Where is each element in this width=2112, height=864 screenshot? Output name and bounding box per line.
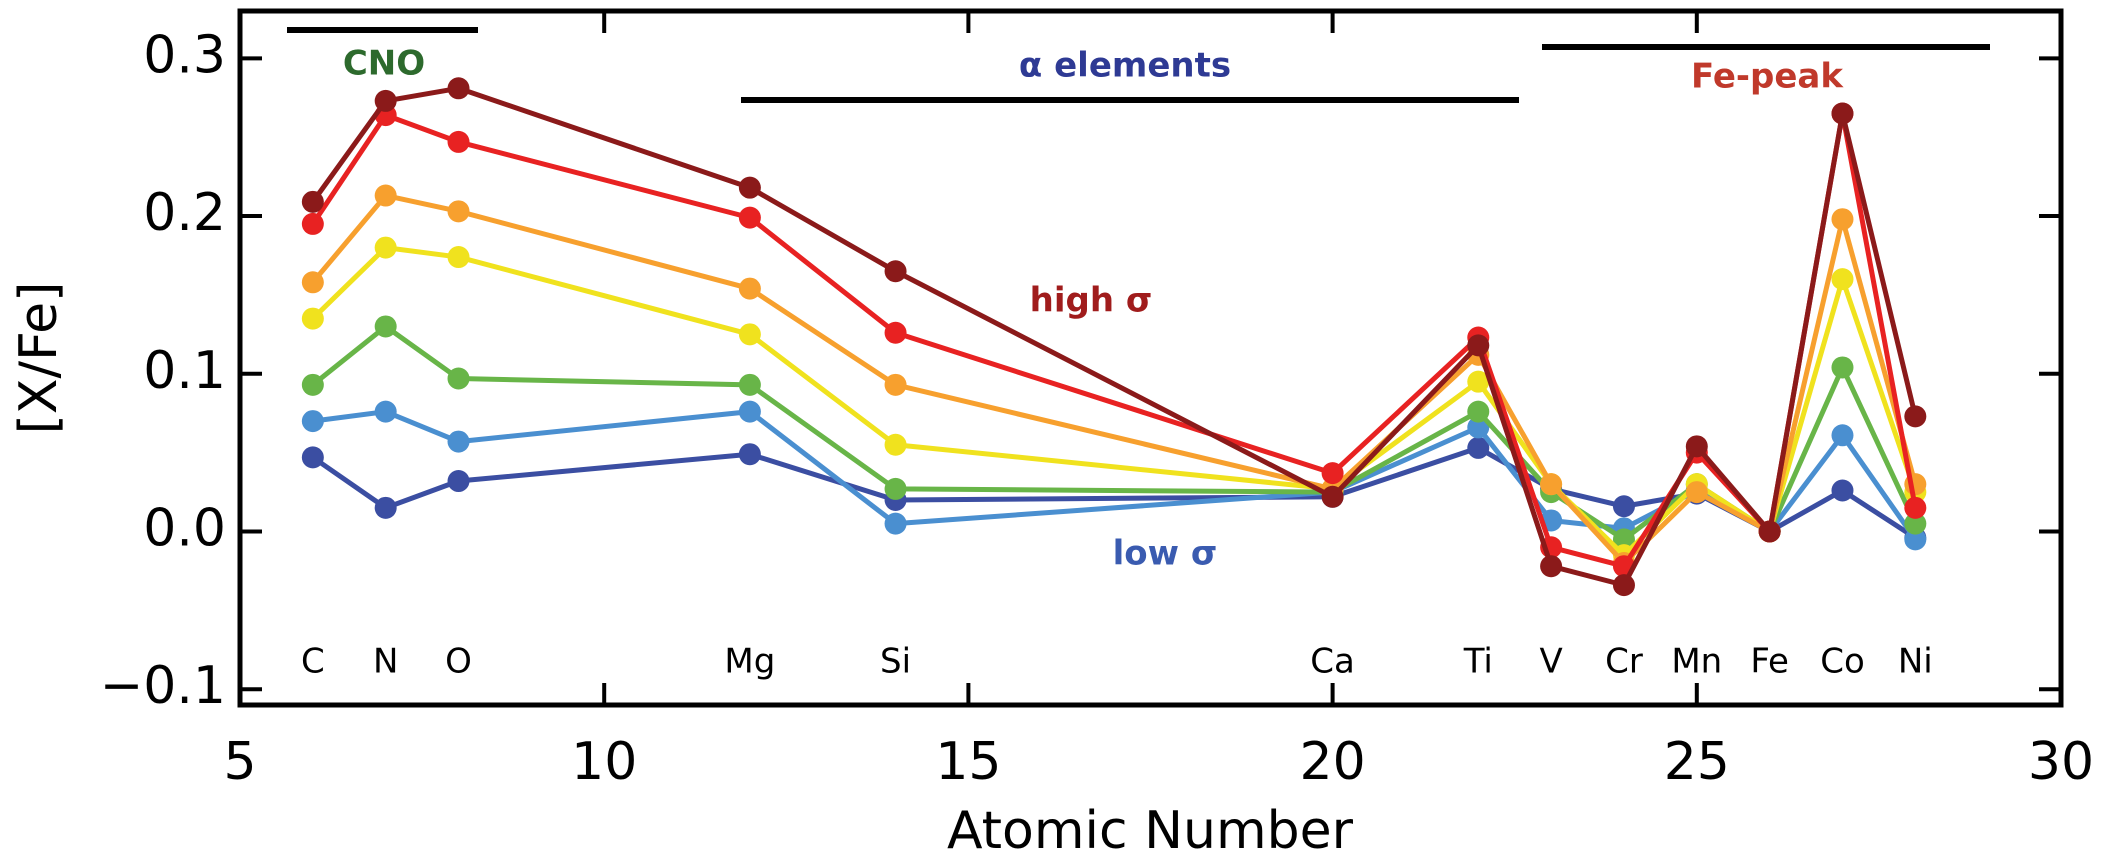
point xyxy=(884,512,907,535)
point xyxy=(1467,334,1490,357)
annotation: high σ xyxy=(1030,281,1153,321)
element-label: O xyxy=(445,642,472,682)
element-label: Ca xyxy=(1310,642,1355,682)
point xyxy=(374,236,397,259)
point xyxy=(301,410,324,433)
y-tick-label: 0.3 xyxy=(143,25,226,85)
point xyxy=(884,321,907,344)
element-label: Ni xyxy=(1898,642,1933,682)
x-tick-label: 30 xyxy=(2028,732,2094,792)
point xyxy=(447,470,470,493)
point xyxy=(1685,481,1708,504)
point xyxy=(884,373,907,396)
point xyxy=(1831,424,1854,447)
point xyxy=(447,200,470,223)
point xyxy=(1831,208,1854,231)
point xyxy=(1321,462,1344,485)
element-label: V xyxy=(1539,642,1562,682)
point xyxy=(1831,479,1854,502)
annotation: α elements xyxy=(1019,46,1231,86)
point xyxy=(374,89,397,112)
point xyxy=(738,373,761,396)
point xyxy=(738,323,761,346)
point xyxy=(447,367,470,390)
point xyxy=(301,190,324,213)
point xyxy=(1685,435,1708,458)
x-tick-label: 20 xyxy=(1300,732,1366,792)
point xyxy=(374,496,397,519)
annotation: Fe-peak xyxy=(1691,57,1844,97)
point xyxy=(1904,405,1927,428)
y-tick-label: −0.1 xyxy=(100,656,226,716)
point xyxy=(1540,555,1563,578)
element-label: Mg xyxy=(724,642,775,682)
point xyxy=(301,212,324,235)
point xyxy=(1904,512,1927,535)
element-label: Mn xyxy=(1671,642,1722,682)
point xyxy=(1467,436,1490,459)
y-axis-label: [X/Fe] xyxy=(9,282,69,435)
element-label: Fe xyxy=(1750,642,1789,682)
x-tick-label: 25 xyxy=(1664,732,1730,792)
element-label: N xyxy=(373,642,398,682)
point xyxy=(1540,473,1563,496)
point xyxy=(301,446,324,469)
point xyxy=(884,477,907,500)
point xyxy=(447,130,470,153)
point xyxy=(738,206,761,229)
point xyxy=(884,260,907,283)
point xyxy=(1612,495,1635,518)
point xyxy=(1467,400,1490,423)
point xyxy=(374,315,397,338)
x-tick-label: 15 xyxy=(935,732,1001,792)
point xyxy=(374,184,397,207)
point xyxy=(301,307,324,330)
point xyxy=(301,271,324,294)
annotation: low σ xyxy=(1113,534,1218,574)
y-tick-label: 0.0 xyxy=(143,499,226,559)
plot-frame xyxy=(237,8,2064,708)
point xyxy=(1612,574,1635,597)
point xyxy=(884,433,907,456)
element-label: Cr xyxy=(1605,642,1643,682)
point xyxy=(447,430,470,453)
point xyxy=(1467,416,1490,439)
point xyxy=(1904,496,1927,519)
point xyxy=(1831,356,1854,379)
x-axis-label: Atomic Number xyxy=(947,801,1354,861)
point xyxy=(738,443,761,466)
point xyxy=(447,77,470,100)
element-label: Si xyxy=(880,642,911,682)
point xyxy=(1831,268,1854,291)
x-tick-label: 10 xyxy=(571,732,637,792)
point xyxy=(738,400,761,423)
point xyxy=(1904,528,1927,551)
point xyxy=(738,277,761,300)
point xyxy=(301,373,324,396)
series-line xyxy=(312,409,1918,541)
point xyxy=(738,176,761,199)
element-label: C xyxy=(301,642,325,682)
point xyxy=(1612,528,1635,551)
element-label: Ti xyxy=(1463,642,1493,682)
point xyxy=(447,246,470,269)
point xyxy=(1321,485,1344,508)
point xyxy=(1758,520,1781,543)
point xyxy=(1831,102,1854,125)
y-tick-label: 0.1 xyxy=(143,341,226,401)
element-label: Co xyxy=(1820,642,1865,682)
x-tick-label: 5 xyxy=(223,732,256,792)
point xyxy=(374,400,397,423)
point xyxy=(1467,370,1490,393)
y-tick-label: 0.2 xyxy=(143,183,226,243)
annotation: CNO xyxy=(343,44,425,84)
